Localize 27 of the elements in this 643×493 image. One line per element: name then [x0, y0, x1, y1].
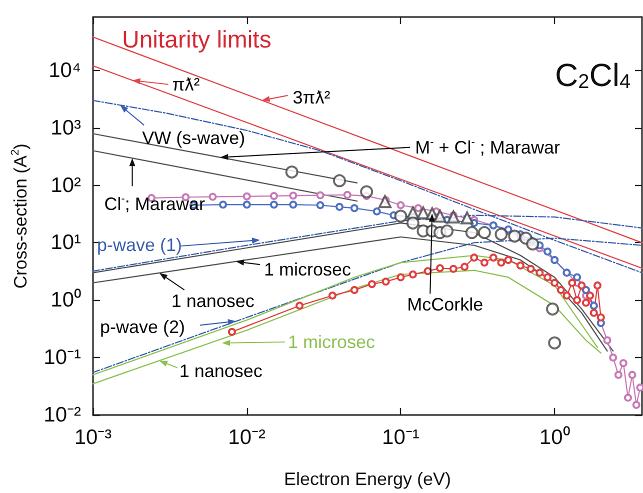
y-tick-label: 10² — [50, 174, 81, 197]
y-tick-label: 10¹ — [50, 231, 81, 254]
annotation: Unitarity limits — [122, 26, 272, 54]
x-axis-title: Electron Energy (eV) — [284, 469, 452, 489]
annotation: M- + Cl- ; Marawar — [415, 136, 560, 158]
annotation: 3πƛ² — [292, 87, 330, 108]
y-tick-label: 10³ — [50, 116, 81, 140]
annotation: 1 nanosec — [179, 360, 262, 381]
y-tick-label: 10⁻¹ — [44, 346, 81, 370]
annotation: 1 nanosec — [171, 290, 254, 311]
annotation: Cl-; Marawar — [104, 193, 205, 214]
annotation: πƛ² — [172, 74, 200, 94]
annotation: McCorkle — [407, 294, 484, 315]
y-tick-label: 10⁰ — [50, 288, 81, 312]
x-tick-label: 10⁰ — [539, 426, 570, 449]
y-tick-label: 10⁻² — [44, 404, 81, 426]
y-tick-label: 10⁴ — [48, 58, 81, 82]
annotation: VW (s-wave) — [142, 128, 246, 148]
x-tick-label: 10⁻³ — [74, 426, 112, 449]
annotation: 1 microsec — [288, 332, 376, 352]
y-axis-title: Cross-section (A2) — [10, 143, 30, 289]
annotation: 1 microsec — [264, 260, 352, 280]
x-tick-label: 10⁻¹ — [382, 426, 420, 449]
annotation: p-wave (1) — [97, 235, 182, 255]
annotation: p-wave (2) — [100, 317, 186, 338]
annotation: C2Cl4 — [555, 57, 631, 93]
x-tick-label: 10⁻² — [228, 426, 266, 449]
